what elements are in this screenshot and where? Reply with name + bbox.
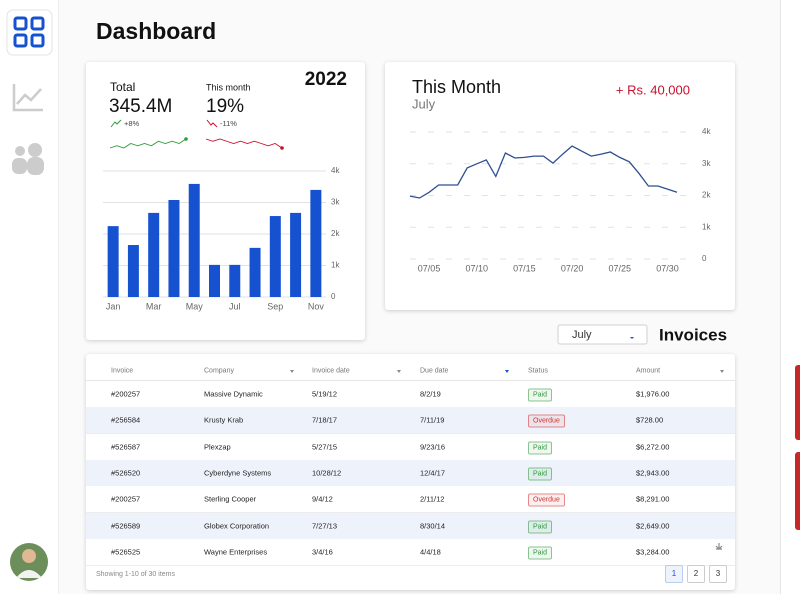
table-cell: 4/4/18 bbox=[420, 547, 441, 557]
table-cell: 9/23/16 bbox=[420, 442, 446, 452]
red-tab bbox=[795, 365, 800, 440]
status-badge: Paid bbox=[528, 467, 553, 481]
table-cell: $3,284.00 bbox=[636, 547, 670, 557]
status-badge: Paid bbox=[528, 388, 553, 402]
column-header: Company bbox=[204, 367, 234, 375]
table-cell: $2,649.00 bbox=[636, 521, 670, 530]
table-cell: Paid bbox=[528, 388, 553, 402]
table-cell: #256584 bbox=[111, 415, 141, 425]
table-cell: 5/19/12 bbox=[312, 389, 338, 399]
table-cell: Paid bbox=[528, 441, 553, 455]
table-cell: #200257 bbox=[111, 389, 141, 399]
table-cell: $6,272.00 bbox=[636, 442, 670, 452]
table-cell: #526589 bbox=[111, 521, 141, 530]
table-cell: 8/30/14 bbox=[420, 521, 446, 530]
table-cell: 7/18/17 bbox=[312, 415, 338, 425]
table-cell: Globex Corporation bbox=[204, 521, 270, 530]
table-cell: $1,976.00 bbox=[636, 389, 670, 399]
table-cell: Wayne Enterprises bbox=[204, 547, 268, 557]
table-cell: #200257 bbox=[111, 494, 141, 504]
column-header: Invoice bbox=[111, 367, 134, 375]
table-cell: Krusty Krab bbox=[204, 415, 244, 425]
table-cell: Cyberdyne Systems bbox=[204, 468, 272, 478]
table-cell: #526520 bbox=[111, 468, 141, 478]
status-badge: Paid bbox=[528, 546, 553, 560]
sort-icon bbox=[505, 370, 509, 373]
table-row bbox=[86, 486, 735, 514]
table-header-row bbox=[86, 362, 735, 381]
red-tab bbox=[795, 452, 800, 530]
table-cell: Paid bbox=[528, 546, 553, 560]
column-header: Due date bbox=[420, 367, 449, 375]
table-cell: Overdue bbox=[528, 414, 565, 428]
table-cell: Paid bbox=[528, 467, 553, 481]
table-cell: 3/4/16 bbox=[312, 547, 333, 557]
table-cell: $2,943.00 bbox=[636, 468, 670, 478]
table-cell: 12/4/17 bbox=[420, 468, 446, 478]
status-badge: Paid bbox=[528, 441, 553, 455]
sort-icon bbox=[720, 370, 724, 373]
table-cell: 9/4/12 bbox=[312, 494, 333, 504]
status-badge: Paid bbox=[528, 520, 553, 533]
table-cell: Paid bbox=[528, 520, 553, 533]
page-button[interactable]: 1 bbox=[665, 565, 683, 583]
column-header: Status bbox=[528, 367, 548, 375]
column-header: Amount bbox=[636, 367, 661, 375]
column-header: Invoice date bbox=[312, 367, 350, 375]
table-cell: Sterling Cooper bbox=[204, 494, 257, 504]
table-cell: $728.00 bbox=[636, 415, 664, 425]
table-row bbox=[86, 538, 735, 566]
table-cell: 2/11/12 bbox=[420, 494, 445, 504]
status-badge: Overdue bbox=[528, 493, 565, 507]
sort-icon bbox=[397, 370, 401, 373]
table-cell: 8/2/19 bbox=[420, 389, 441, 399]
table-cell: $8,291.00 bbox=[636, 494, 670, 504]
table-cell: #526525 bbox=[111, 547, 141, 557]
right-divider bbox=[780, 0, 800, 594]
table-cell: 10/28/12 bbox=[312, 468, 342, 478]
table-cell: Massive Dynamic bbox=[204, 389, 263, 399]
table-cell: 7/11/19 bbox=[420, 415, 445, 425]
table-row bbox=[86, 381, 735, 408]
status-badge: Overdue bbox=[528, 414, 565, 428]
table-cell: Plexzap bbox=[204, 442, 231, 452]
table-row bbox=[86, 512, 735, 540]
sort-icon bbox=[290, 370, 294, 373]
table-cell: 7/27/13 bbox=[312, 521, 338, 530]
page-button[interactable]: 3 bbox=[709, 565, 727, 583]
table-cell: Overdue bbox=[528, 493, 565, 507]
page-button[interactable]: 2 bbox=[687, 565, 705, 583]
table-cell: 5/27/15 bbox=[312, 442, 338, 452]
table-cell: #526587 bbox=[111, 442, 141, 452]
